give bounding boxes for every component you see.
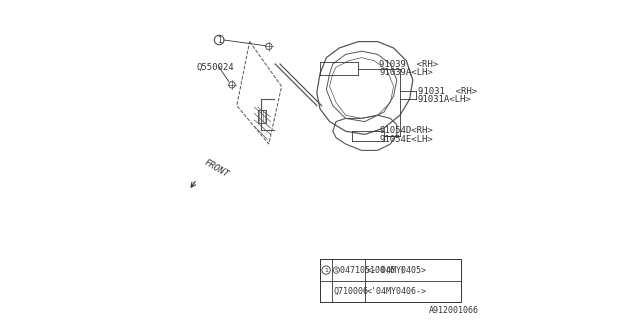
Text: 91054D<RH>: 91054D<RH>: [380, 126, 433, 135]
Text: S: S: [335, 268, 338, 273]
Text: FRONT: FRONT: [202, 158, 230, 179]
Text: Q710006: Q710006: [334, 287, 369, 296]
Text: 1: 1: [324, 268, 328, 273]
Text: <-'04MY0405>: <-'04MY0405>: [366, 266, 426, 275]
Text: 91039A<LH>: 91039A<LH>: [380, 68, 433, 76]
Text: A912001066: A912001066: [428, 306, 479, 315]
Text: 91031  <RH>: 91031 <RH>: [418, 87, 477, 96]
Text: 047105100(6 ): 047105100(6 ): [340, 266, 406, 275]
Text: Q550024: Q550024: [197, 63, 234, 72]
Text: 91039  <RH>: 91039 <RH>: [380, 60, 438, 68]
Text: 91031A<LH>: 91031A<LH>: [418, 95, 471, 104]
Text: 91054E<LH>: 91054E<LH>: [380, 135, 433, 144]
Text: <'04MY0406->: <'04MY0406->: [366, 287, 426, 296]
Text: 1: 1: [217, 36, 221, 44]
